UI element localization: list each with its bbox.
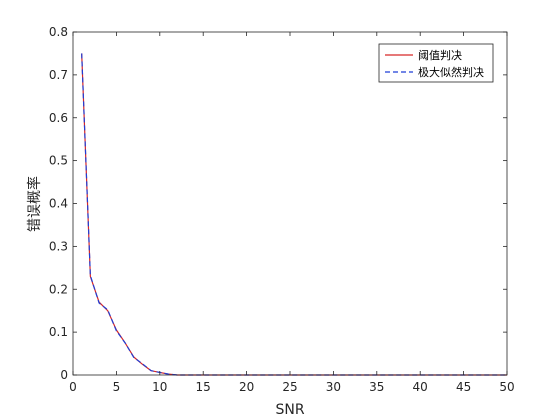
legend-box [378, 43, 494, 83]
x-axis: 0 5 10 15 20 25 30 35 40 45 50 [69, 32, 515, 394]
x-tick-label: 30 [326, 380, 341, 394]
y-tick-label: 0.3 [49, 239, 68, 253]
y-tick-label: 0 [60, 368, 68, 382]
x-tick-label: 50 [499, 380, 514, 394]
legend: 阈值判决 极大似然判决 [378, 43, 494, 83]
x-tick-label: 20 [239, 380, 254, 394]
y-axis-label: 错误概率 [26, 176, 43, 232]
x-tick-label: 45 [456, 380, 471, 394]
x-tick-label: 35 [369, 380, 384, 394]
x-tick-label: 10 [152, 380, 167, 394]
x-axis-label: SNR [275, 402, 304, 418]
y-tick-label: 0.6 [49, 111, 68, 125]
y-tick-label: 0.2 [49, 282, 68, 296]
x-tick-label: 25 [282, 380, 297, 394]
x-tick-label: 0 [69, 380, 77, 394]
y-tick-label: 0.8 [49, 25, 68, 39]
plot-background [73, 32, 507, 375]
legend-label-threshold: 阈值判决 [418, 48, 462, 62]
x-tick-label: 15 [196, 380, 211, 394]
y-tick-label: 0.4 [49, 197, 68, 211]
y-tick-label: 0.5 [49, 154, 68, 168]
x-tick-label: 40 [413, 380, 428, 394]
legend-label-ml: 极大似然判决 [418, 65, 484, 79]
y-tick-label: 0.1 [49, 325, 68, 339]
x-tick-label: 5 [113, 380, 121, 394]
y-tick-label: 0.7 [49, 68, 68, 82]
y-axis: 0 0.1 0.2 0.3 0.4 0.5 0.6 0.7 0.8 [49, 25, 507, 382]
